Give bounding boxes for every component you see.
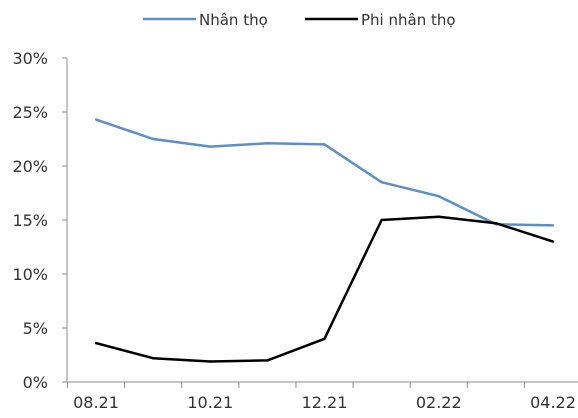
series-layer (94, 118, 555, 363)
data-point (323, 143, 326, 146)
data-point (323, 337, 326, 340)
y-tick-label: 15% (12, 211, 48, 230)
data-point (551, 224, 555, 227)
data-point (437, 195, 440, 198)
data-point (209, 360, 212, 363)
data-point (494, 222, 498, 225)
data-point (380, 181, 383, 184)
legend-item: Phi nhân thọ (305, 11, 456, 29)
series-line-1 (95, 118, 554, 227)
x-tick-label: 08.21 (73, 393, 119, 412)
y-tick-label: 20% (12, 157, 48, 176)
data-point (209, 145, 212, 148)
x-tick-label: 02.22 (416, 393, 462, 412)
data-point (94, 118, 98, 121)
y-tick-label: 25% (12, 103, 48, 122)
axes: 0% 5% 10% 15% 20% 25% 30% 08.21 10.21 12.21 02.22 0… (12, 49, 578, 412)
data-point (151, 137, 155, 141)
legend-label: Phi nhân thọ (361, 11, 456, 29)
legend-label: Nhân thọ (199, 11, 268, 29)
data-point (551, 240, 555, 243)
data-point (94, 341, 98, 345)
y-tick-label: 0% (23, 373, 48, 392)
x-tick-label: 10.21 (187, 393, 233, 412)
x-tick-label: 12.21 (302, 393, 348, 412)
legend: Nhân thọ Phi nhân thọ (143, 11, 456, 29)
y-tick-label: 5% (23, 319, 48, 338)
x-tick-label: 04.22 (530, 393, 576, 412)
data-point (437, 215, 440, 218)
y-tick-label: 30% (12, 49, 48, 68)
y-tick-label: 10% (12, 265, 48, 284)
legend-item: Nhân thọ (143, 11, 268, 29)
data-point (266, 359, 269, 362)
data-point (266, 142, 269, 145)
data-point (151, 357, 155, 360)
data-point (380, 218, 383, 222)
